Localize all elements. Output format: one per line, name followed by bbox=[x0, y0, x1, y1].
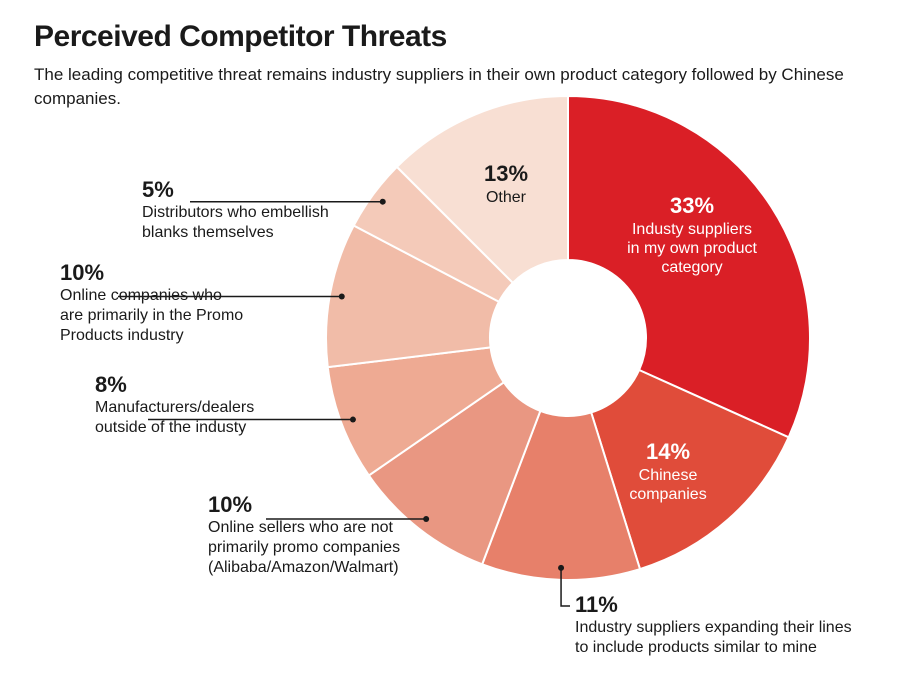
callout-text-line: to include products similar to mine bbox=[575, 639, 817, 656]
callout-text-line: Products industry bbox=[60, 327, 184, 344]
chart-subtitle: The leading competitive threat remains i… bbox=[34, 65, 844, 108]
callout-label-8: 8% Manufacturers/dealers outside of the … bbox=[95, 372, 254, 438]
slice-text-line: in my own product bbox=[627, 240, 757, 257]
callout-pct: 5% bbox=[142, 177, 174, 202]
callout-pct: 10% bbox=[208, 492, 253, 517]
pie-slice-14 bbox=[589, 368, 791, 571]
callout-label-10-online-sellers: 10% Online sellers who are not primarily… bbox=[208, 492, 400, 578]
leader-dot bbox=[558, 564, 565, 571]
callout-text-line: Distributors who embellish bbox=[142, 204, 329, 221]
callout-label-10-online-companies: 10% Online companies who are primarily i… bbox=[60, 260, 243, 346]
chart-title: Perceived Competitor Threats bbox=[34, 20, 447, 53]
callout-text-line: primarily promo companies bbox=[208, 539, 401, 556]
callout-text-line: (Alibaba/Amazon/Walmart) bbox=[208, 559, 399, 576]
leader-dot bbox=[338, 293, 345, 300]
callout-text-line: outside of the industy bbox=[95, 419, 247, 436]
slice-pct: 14% bbox=[645, 439, 691, 464]
slice-pct: 33% bbox=[669, 193, 715, 218]
callout-label-5: 5% Distributors who embellish blanks the… bbox=[142, 177, 329, 243]
pie-slice-13 bbox=[395, 94, 569, 285]
slice-text-line: Chinese bbox=[638, 467, 698, 484]
callout-pct: 10% bbox=[60, 260, 105, 285]
callout-pct: 11% bbox=[575, 592, 618, 617]
slice-label-14: 14% Chinese companies bbox=[608, 438, 728, 504]
callout-text-line: are primarily in the Promo bbox=[60, 307, 244, 324]
pie-slice-11 bbox=[480, 409, 642, 581]
slice-text-line: Other bbox=[485, 189, 526, 206]
leader-line bbox=[560, 567, 570, 607]
pie-slice-33 bbox=[567, 94, 811, 439]
slice-text-line: Industy suppliers bbox=[631, 221, 753, 238]
callout-text-line: Online companies who bbox=[60, 287, 222, 304]
leader-dot bbox=[349, 416, 356, 423]
slice-text-line: category bbox=[661, 259, 723, 276]
leader-dot bbox=[423, 516, 430, 523]
leader-dot bbox=[379, 198, 386, 205]
slice-pct: 13% bbox=[483, 161, 529, 186]
slice-text-line: companies bbox=[629, 486, 707, 503]
callout-text-line: Online sellers who are not bbox=[208, 519, 393, 536]
callout-text-line: Manufacturers/dealers bbox=[95, 399, 255, 416]
callout-pct: 8% bbox=[95, 372, 127, 397]
callout-text-line: blanks themselves bbox=[142, 224, 274, 241]
pie-slice-10 bbox=[325, 224, 501, 369]
callout-text-line: Industry suppliers expanding their lines bbox=[575, 619, 852, 636]
slice-label-13: 13% Other bbox=[466, 160, 546, 207]
slice-label-33: 33% Industy suppliers in my own product … bbox=[612, 192, 772, 277]
callout-label-11: 11% Industry suppliers expanding their l… bbox=[575, 592, 852, 658]
